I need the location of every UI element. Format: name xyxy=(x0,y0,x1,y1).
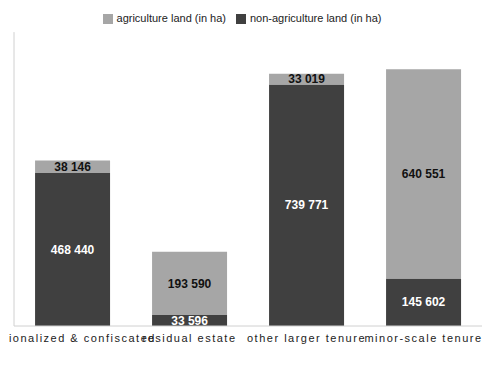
svg-text:739 771: 739 771 xyxy=(285,198,329,212)
html-text:non-agriculture land (in ha): non-agriculture land (in ha) xyxy=(250,12,382,24)
html-text:agriculture land (in ha): agriculture land (in ha) xyxy=(116,12,226,24)
svg-text:640 551: 640 551 xyxy=(402,167,446,181)
svg-text:33 019: 33 019 xyxy=(288,72,325,86)
svg-text:38 146: 38 146 xyxy=(54,160,91,174)
svg-text:145 602: 145 602 xyxy=(402,295,446,309)
svg-text:193 590: 193 590 xyxy=(168,277,212,291)
svg-text:nationalized & confiscated: nationalized & confiscated xyxy=(8,332,156,344)
svg-text:33 596: 33 596 xyxy=(171,314,208,328)
svg-text:other larger tenure: other larger tenure xyxy=(247,332,366,344)
svg-text:residual estate: residual estate xyxy=(142,332,236,344)
svg-text:468 440: 468 440 xyxy=(51,243,95,257)
svg-text:minor-scale tenure: minor-scale tenure xyxy=(364,332,482,344)
